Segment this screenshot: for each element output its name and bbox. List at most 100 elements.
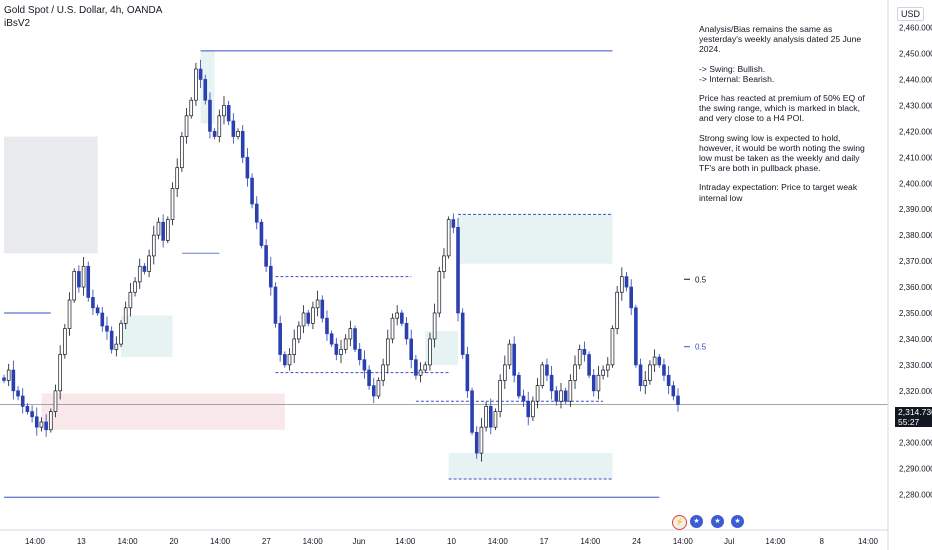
structure-lines-layer: 0.5 0.5 (0, 50, 888, 498)
time-tick: 14:00 (580, 537, 601, 546)
candle-bear (629, 286, 633, 309)
candle-bull (72, 271, 77, 301)
candle-bull (437, 271, 442, 314)
candle-bear (404, 323, 409, 340)
zone-teal (448, 453, 613, 480)
candle-bull (287, 354, 292, 366)
time-tick: Jun (352, 537, 365, 546)
candle-bear (212, 131, 217, 137)
candle-bear (662, 364, 666, 376)
candle-bull (610, 328, 615, 366)
candle-bull (156, 221, 161, 236)
candle-bear (676, 395, 680, 405)
candle-bear (671, 385, 676, 397)
fib-level-label: 0.5 (695, 343, 707, 352)
candle-bull (577, 348, 582, 366)
analysis-paragraph: Strong swing low is expected to hold, ho… (699, 132, 865, 174)
candle-bull (428, 338, 432, 366)
candle-bear (400, 312, 404, 324)
price-tick: 2,340.000 (899, 335, 932, 344)
price-tick: 2,280.000 (899, 491, 932, 500)
currency-label[interactable]: USD (896, 7, 924, 21)
candle-bear (25, 406, 30, 412)
price-tick: 2,410.000 (899, 153, 932, 162)
candle-bull (442, 255, 446, 272)
candle-bull (194, 68, 198, 101)
candle-bull (432, 312, 437, 340)
candle-bear (353, 328, 357, 350)
us-flag-event-icon[interactable]: ★ (731, 515, 744, 528)
candle-bear (203, 79, 208, 101)
candle-bull (605, 364, 610, 371)
candle-bear (554, 390, 559, 402)
candle-bull (615, 291, 619, 329)
zone-pink (41, 393, 285, 430)
candle-bull (133, 281, 137, 293)
candle-bull (343, 338, 348, 350)
candle-bear (587, 354, 591, 376)
candle-bear (460, 312, 465, 355)
candle-bear (334, 343, 339, 355)
candle-bear (231, 120, 236, 137)
candle-bull (67, 299, 72, 329)
candle-bear (100, 312, 105, 327)
candle-bull (596, 374, 601, 392)
candle-bear (245, 156, 250, 179)
candle-bear (2, 377, 6, 381)
candles-layer (2, 59, 680, 462)
candle-bull (222, 105, 226, 117)
candle-bull (236, 131, 240, 137)
price-tick: 2,330.000 (899, 361, 932, 370)
time-tick: Jul (724, 537, 734, 546)
candle-bear (526, 400, 531, 418)
candle-bear (226, 105, 231, 122)
candle-bull (6, 369, 11, 381)
time-tick: 8 (819, 537, 824, 546)
candle-bull (128, 291, 133, 309)
swing-bias: -> Swing: Bullish. (699, 63, 766, 74)
candle-bull (184, 115, 189, 137)
candle-bull (503, 364, 507, 381)
candle-bull (376, 380, 381, 397)
time-tick: 14:00 (210, 537, 231, 546)
candle-bear (582, 348, 587, 355)
candle-bull (493, 411, 498, 428)
candle-bear (278, 323, 282, 355)
candle-bear (371, 385, 376, 397)
candle-bear (563, 390, 568, 402)
candle-bull (643, 380, 648, 386)
time-tick: 17 (540, 537, 549, 546)
internal-bias: -> Internal: Bearish. (699, 73, 775, 84)
analysis-paragraph: Price has reacted at premium of 50% EQ o… (699, 93, 865, 124)
price-tick: 2,290.000 (899, 465, 932, 474)
candle-bear (470, 390, 474, 433)
candle-bear (362, 359, 367, 371)
symbol-title: Gold Spot / U.S. Dollar, 4h, OANDA (4, 5, 163, 16)
candle-bull (217, 115, 222, 137)
candle-bull (58, 354, 62, 392)
lightning-event-icon[interactable]: ⚡ (672, 515, 687, 530)
us-flag-event-icon[interactable]: ★ (690, 515, 703, 528)
analysis-note: Analysis/Bias remains the same as yester… (699, 24, 869, 212)
candle-bull (652, 356, 657, 366)
price-tick: 2,300.000 (899, 439, 932, 448)
candle-bull (535, 385, 540, 402)
candle-bull (137, 265, 142, 283)
candle-bear (142, 265, 147, 272)
price-tick: 2,350.000 (899, 309, 932, 318)
candle-bull (381, 364, 385, 381)
price-tick: 2,430.000 (899, 101, 932, 110)
candle-bear (34, 416, 39, 428)
bar-countdown: 55:27 (898, 417, 920, 427)
analysis-paragraph: -> Swing: Bullish. -> Internal: Bearish. (699, 64, 869, 84)
candle-bull (390, 317, 395, 340)
candle-bull (348, 328, 353, 340)
zones-layer (4, 50, 613, 480)
us-flag-event-icon[interactable]: ★ (711, 515, 724, 528)
candle-bear (666, 374, 671, 386)
candle-bull (297, 325, 301, 340)
candle-bull (395, 312, 399, 319)
